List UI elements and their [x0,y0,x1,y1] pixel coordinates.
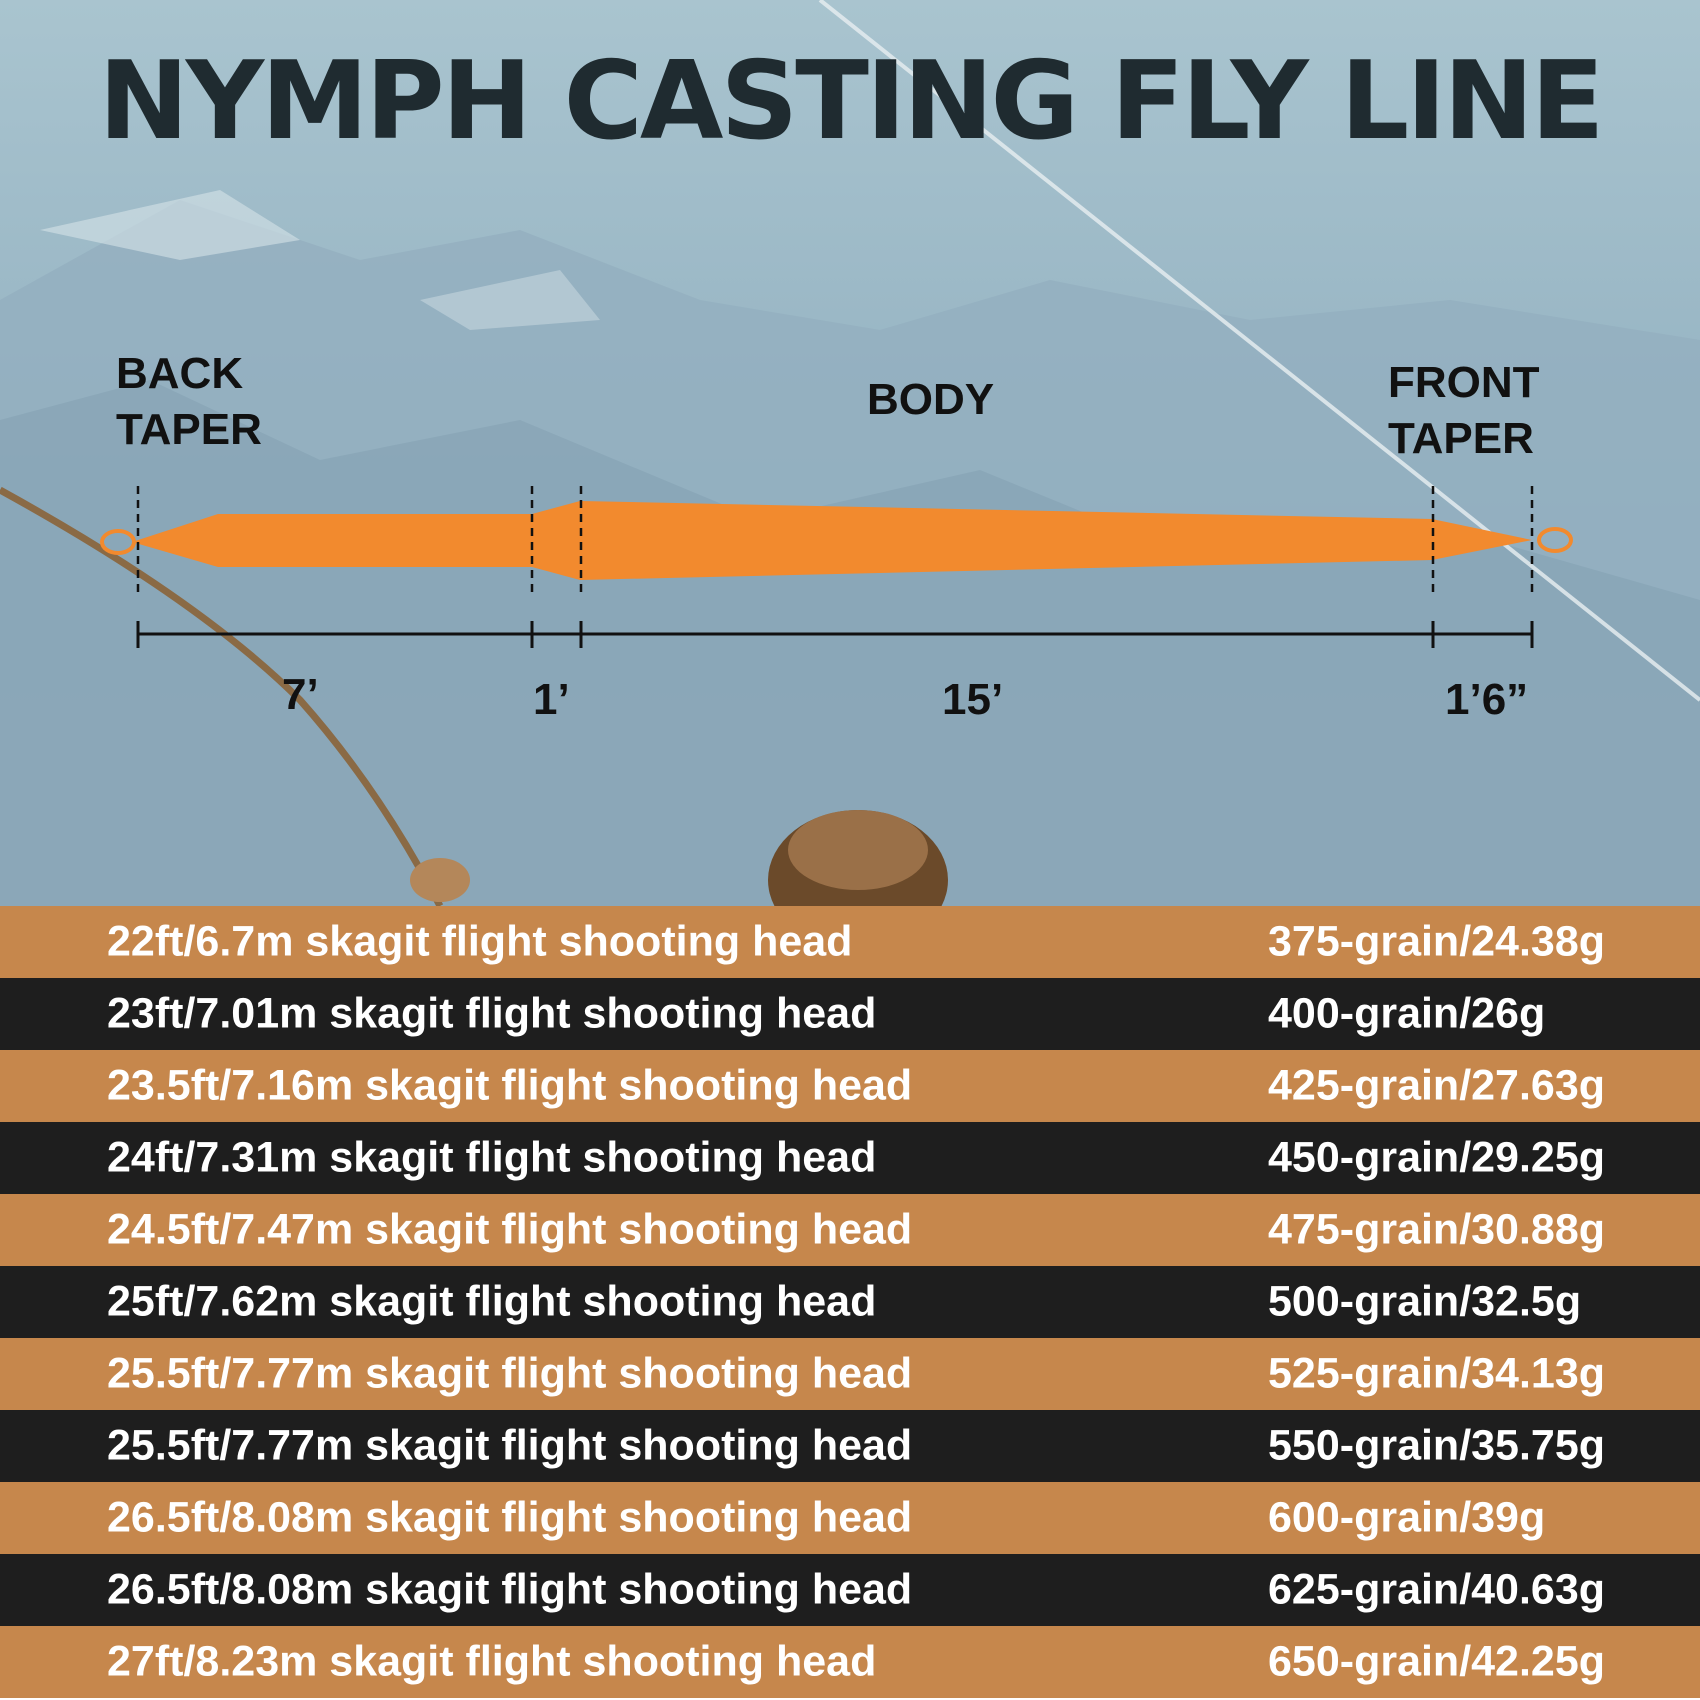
table-row: 26.5ft/8.08m skagit flight shooting head… [0,1554,1700,1626]
row-description: 25.5ft/7.77m skagit flight shooting head [107,1349,913,1398]
segment-length-back-taper: 7’ [282,670,319,719]
row-weight: 625-grain/40.63g [1268,1565,1606,1614]
back-taper-label-line1: BACK [116,349,244,398]
table-row: 25.5ft/7.77m skagit flight shooting head… [0,1410,1700,1482]
row-weight: 425-grain/27.63g [1268,1061,1606,1110]
front-taper-label: FRONT TAPER [1388,355,1540,467]
segment-length-front-taper: 1’6” [1445,675,1529,724]
row-description: 26.5ft/8.08m skagit flight shooting head [107,1493,913,1542]
front-taper-label-line2: TAPER [1388,414,1534,463]
fishing-rod [0,486,444,906]
row-description: 22ft/6.7m skagit flight shooting head [107,917,853,966]
cast-line [818,0,1700,702]
snow-patch [420,270,600,330]
body-shape [580,501,1532,580]
row-weight: 475-grain/30.88g [1268,1205,1606,1254]
row-description: 27ft/8.23m skagit flight shooting head [107,1637,877,1686]
row-weight: 650-grain/42.25g [1268,1637,1606,1686]
row-description: 24ft/7.31m skagit flight shooting head [107,1133,877,1182]
page-title: NYMPH CASTING FLY LINE [98,39,1604,164]
row-weight: 600-grain/39g [1268,1493,1546,1542]
back-loop [100,529,136,555]
table-row: 26.5ft/8.08m skagit flight shooting head… [0,1482,1700,1554]
table-row: 24.5ft/7.47m skagit flight shooting head… [0,1194,1700,1266]
table-row: 27ft/8.23m skagit flight shooting head 6… [0,1626,1700,1698]
body-label: BODY [867,375,995,424]
row-description: 23.5ft/7.16m skagit flight shooting head [107,1061,913,1110]
row-description: 26.5ft/8.08m skagit flight shooting head [107,1565,913,1614]
row-weight: 550-grain/35.75g [1268,1421,1606,1470]
front-loop [1537,527,1573,553]
row-description: 25.5ft/7.77m skagit flight shooting head [107,1421,913,1470]
front-taper-label-line1: FRONT [1388,358,1540,407]
row-weight: 450-grain/29.25g [1268,1133,1606,1182]
table-row: 22ft/6.7m skagit flight shooting head 37… [0,906,1700,978]
segment-length-transition: 1’ [533,675,570,724]
snow-patch [40,190,300,260]
row-weight: 500-grain/32.5g [1268,1277,1582,1326]
mountain-near [0,380,1700,906]
back-taper-label: BACK TAPER [116,346,262,458]
angler-hat [788,810,928,890]
table-row: 24ft/7.31m skagit flight shooting head 4… [0,1122,1700,1194]
transition-shape [532,501,580,580]
segment-length-body: 15’ [942,675,1004,724]
row-weight: 375-grain/24.38g [1268,917,1606,966]
row-description: 24.5ft/7.47m skagit flight shooting head [107,1205,913,1254]
reel-hand [410,858,470,902]
table-row: 23ft/7.01m skagit flight shooting head 4… [0,978,1700,1050]
back-taper-label-line2: TAPER [116,405,262,454]
spec-table: 22ft/6.7m skagit flight shooting head 37… [0,906,1700,1698]
table-row: 23.5ft/7.16m skagit flight shooting head… [0,1050,1700,1122]
table-row: 25.5ft/7.77m skagit flight shooting head… [0,1338,1700,1410]
row-weight: 525-grain/34.13g [1268,1349,1606,1398]
row-description: 25ft/7.62m skagit flight shooting head [107,1277,877,1326]
fly-line-diagram [100,486,1573,648]
back-taper-shape [132,514,532,567]
table-row: 25ft/7.62m skagit flight shooting head 5… [0,1266,1700,1338]
row-description: 23ft/7.01m skagit flight shooting head [107,989,877,1038]
row-weight: 400-grain/26g [1268,989,1546,1038]
